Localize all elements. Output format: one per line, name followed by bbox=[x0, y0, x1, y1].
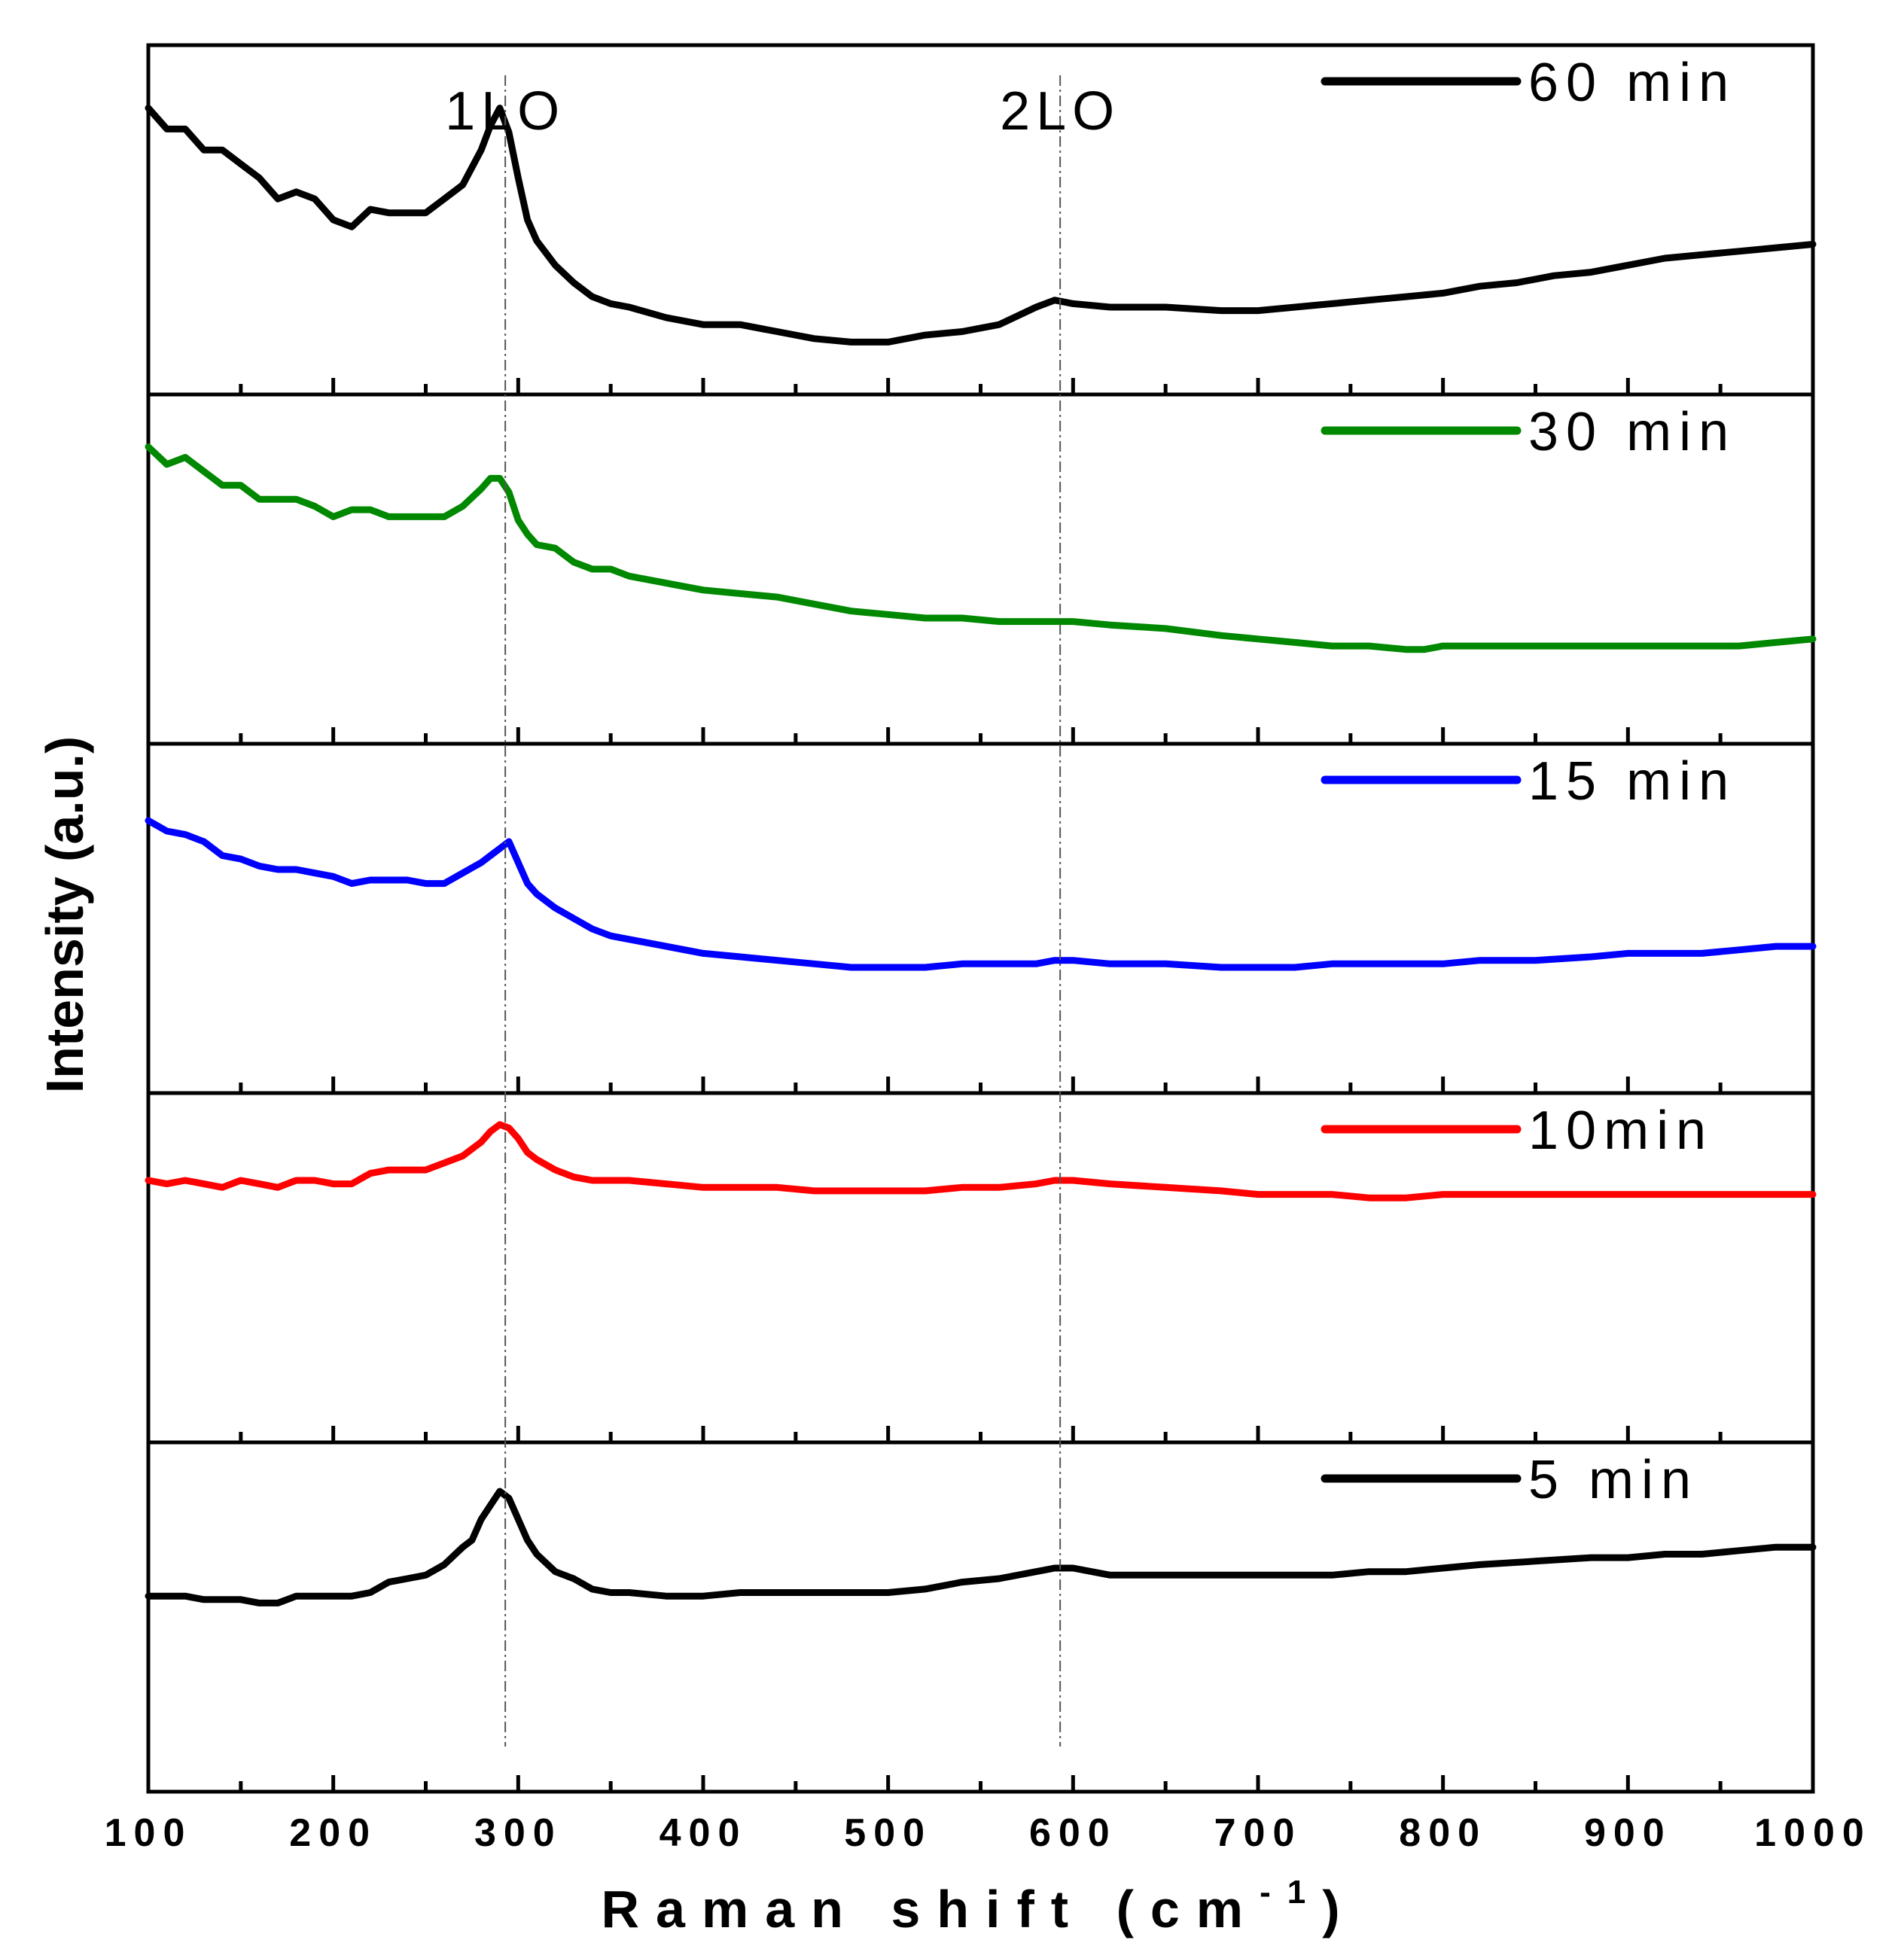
x-tick-label-100: 100 bbox=[105, 1811, 193, 1855]
peak-annotations: 1LO 2LO bbox=[445, 75, 1120, 1747]
x-tick-label-400: 400 bbox=[660, 1811, 748, 1855]
x-tick-label-300: 300 bbox=[474, 1811, 562, 1855]
x-tick-label-700: 700 bbox=[1214, 1811, 1302, 1855]
series-line-1 bbox=[145, 443, 1817, 653]
legend-label-3: 10min bbox=[1528, 1101, 1714, 1161]
x-tick-label-500: 500 bbox=[844, 1811, 932, 1855]
x-tick-labels: 100 200 300 400 500 600 700 800 900 1000 bbox=[105, 1811, 1872, 1855]
x-axis-title: Raman shift (cm-1) bbox=[602, 1874, 1357, 1938]
panels-group: 60 min 30 min 15 min 10min 5 min bbox=[145, 43, 1817, 1794]
peak-label-1: 2LO bbox=[1000, 81, 1120, 142]
panel-0: 60 min bbox=[145, 43, 1817, 397]
panel-1: 30 min bbox=[145, 392, 1817, 746]
series-line-2 bbox=[145, 817, 1817, 971]
x-tick-label-1000: 1000 bbox=[1754, 1811, 1872, 1855]
x-tick-label-900: 900 bbox=[1584, 1811, 1672, 1855]
legend-label-4: 5 min bbox=[1528, 1450, 1698, 1510]
x-tick-label-800: 800 bbox=[1399, 1811, 1487, 1855]
x-tick-label-200: 200 bbox=[289, 1811, 377, 1855]
panel-4: 5 min bbox=[145, 1440, 1817, 1794]
x-tick-label-600: 600 bbox=[1029, 1811, 1117, 1855]
series-line-4 bbox=[145, 1488, 1817, 1606]
panel-2: 15 min bbox=[145, 742, 1817, 1095]
legend-label-1: 30 min bbox=[1528, 402, 1736, 462]
panel-3: 10min bbox=[145, 1091, 1817, 1445]
series-line-0 bbox=[145, 105, 1817, 346]
legend-label-0: 60 min bbox=[1528, 53, 1736, 113]
legend-label-2: 15 min bbox=[1528, 751, 1736, 812]
series-line-3 bbox=[145, 1121, 1817, 1201]
peak-label-0: 1LO bbox=[445, 81, 565, 142]
y-axis-title: Intensity (a.u.) bbox=[35, 736, 94, 1093]
